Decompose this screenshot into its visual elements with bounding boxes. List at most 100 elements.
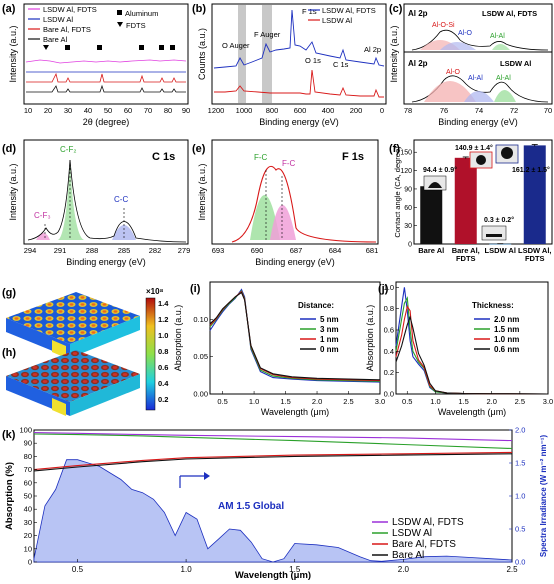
svg-text:291: 291 bbox=[54, 246, 67, 255]
axes-frame-j bbox=[395, 281, 549, 395]
f-ytick-0: 0 bbox=[408, 242, 412, 249]
colorbar-gradient bbox=[145, 297, 156, 411]
k-series-3 bbox=[33, 453, 513, 472]
xrd-curve-bare bbox=[26, 84, 186, 93]
panel-j: (j) 0.0 0.2 0.4 0.6 0.8 1.0 0.5 1.0 1.5 2.0 2.5 3.… bbox=[365, 281, 553, 417]
j-xtick-5: 3.0 bbox=[543, 397, 553, 406]
j-series-1 bbox=[395, 296, 549, 395]
ylabel-a: Intensity (a.u.) bbox=[8, 25, 18, 82]
f-value-1: 140.9 ± 1.4° bbox=[455, 144, 493, 152]
i-series-3 bbox=[209, 291, 381, 381]
i-series bbox=[209, 288, 381, 383]
i-series-1 bbox=[209, 290, 381, 382]
axes-frame-e bbox=[211, 139, 379, 245]
legend-a-2: Bare Al, FDTS bbox=[43, 25, 91, 34]
colorbar-exponent: ×10⁸ bbox=[146, 287, 164, 296]
i-series-2 bbox=[209, 290, 381, 382]
k-legend-3: Bare Al bbox=[392, 550, 424, 561]
panel-label-j: (j) bbox=[378, 283, 389, 295]
svg-text:600: 600 bbox=[294, 106, 307, 115]
c-bottom-label-alal-1: Al-Al bbox=[468, 75, 483, 82]
g-top-surface bbox=[6, 292, 140, 344]
xticks-c: 78 76 74 72 70 bbox=[404, 106, 552, 115]
xlabel-b: Binding energy (eV) bbox=[259, 117, 339, 127]
panel-label-f: (f) bbox=[389, 143, 400, 155]
xrd-peak-markers bbox=[43, 45, 175, 50]
k-y2tick-2: 1.0 bbox=[515, 492, 525, 501]
svg-text:681: 681 bbox=[366, 246, 379, 255]
am15-label: AM 1.5 Global bbox=[218, 501, 284, 512]
xlabel-c: Binding energy (eV) bbox=[438, 117, 518, 127]
svg-text:0.6: 0.6 bbox=[158, 363, 168, 372]
k-ytick-5: 50 bbox=[24, 492, 32, 501]
f-ytick-4: 120 bbox=[400, 168, 412, 175]
c-bottom-peak-alal bbox=[494, 90, 516, 102]
j-xtick-0: 0.5 bbox=[402, 397, 412, 406]
annot-al2p: Al 2p bbox=[364, 45, 381, 54]
colorbar-ticks: 1.4 1.2 1.0 0.8 0.6 0.4 0.2 bbox=[158, 299, 169, 404]
panel-label-g: (g) bbox=[2, 287, 16, 299]
i-xtick-4: 2.5 bbox=[343, 397, 353, 406]
panel-a: (a) LSDW Al, FDTS LSDW Al Bare Al, FDTS … bbox=[2, 3, 190, 127]
xticks-d: 294 291 288 285 282 279 bbox=[24, 246, 191, 255]
svg-text:279: 279 bbox=[178, 246, 191, 255]
k-xtick-0: 0.5 bbox=[72, 565, 84, 574]
j-xtick-1: 1.0 bbox=[430, 397, 440, 406]
d-envelope bbox=[27, 159, 187, 243]
annot-f1s: F 1s bbox=[302, 7, 317, 16]
svg-text:288: 288 bbox=[86, 246, 99, 255]
y2label-k: Spectra Irradiance (W m⁻² nm⁻¹) bbox=[539, 435, 548, 558]
svg-text:74: 74 bbox=[475, 106, 483, 115]
k-xtick-3: 2.0 bbox=[398, 565, 410, 574]
c-top-label-alal: Al-Al bbox=[490, 33, 505, 40]
j-xtick-4: 2.5 bbox=[515, 397, 525, 406]
d-title: C 1s bbox=[152, 151, 175, 163]
f-xcat-1-0: Bare Al, bbox=[452, 246, 480, 255]
annot-c1s: C 1s bbox=[333, 60, 349, 69]
annot-o1s: O 1s bbox=[305, 56, 321, 65]
j-ytick-4: 0.8 bbox=[384, 304, 394, 313]
legend-a-1: LSDW Al bbox=[43, 15, 73, 24]
k-legend-0: LSDW Al, FDTS bbox=[392, 517, 464, 528]
j-legend-title: Thickness: bbox=[472, 301, 514, 310]
f-ytick-1: 30 bbox=[404, 223, 412, 230]
f-xcat-0-0: Bare Al bbox=[418, 246, 444, 255]
ylabel-c: Intensity (a.u.) bbox=[389, 25, 399, 82]
k-ytick-10: 100 bbox=[19, 426, 32, 435]
k-ytick-6: 60 bbox=[24, 478, 32, 487]
legend-a-3: Bare Al bbox=[43, 35, 68, 44]
panel-label-d: (d) bbox=[2, 143, 16, 155]
h-right-face bbox=[70, 374, 140, 416]
i-xtick-0: 0.5 bbox=[217, 397, 227, 406]
c-top-sample: LSDW Al, FDTS bbox=[482, 9, 537, 18]
j-xtick-2: 1.5 bbox=[458, 397, 468, 406]
svg-text:400: 400 bbox=[322, 106, 335, 115]
svg-text:70: 70 bbox=[544, 106, 552, 115]
c-top-peak-alal bbox=[492, 44, 510, 50]
e-label-fc-2: F-C bbox=[282, 159, 296, 168]
xlabel-d: Binding energy (eV) bbox=[66, 257, 146, 267]
c-bottom-label-alo: Al-O bbox=[446, 69, 461, 76]
d-label-cf2: C-F₂ bbox=[60, 145, 76, 154]
e-label-fc-1: F-C bbox=[254, 153, 268, 162]
svg-text:20: 20 bbox=[44, 106, 52, 115]
c-bottom-label-alal-2: Al-Al bbox=[496, 75, 511, 82]
c-bottom-peak-alal-oxide bbox=[464, 91, 494, 102]
c-bottom-sample: LSDW Al bbox=[500, 59, 531, 68]
j-ytick-3: 0.6 bbox=[384, 326, 394, 335]
axes-frame-c-bottom bbox=[403, 51, 553, 105]
panel-e: (e) F 1s F-C F-C 693 690 687 684 681 Bin… bbox=[192, 139, 379, 267]
svg-text:1000: 1000 bbox=[236, 106, 253, 115]
bar-0 bbox=[420, 186, 443, 244]
e-envelope bbox=[231, 165, 377, 243]
i-ytick-0: 0.00 bbox=[193, 390, 208, 399]
k-series-1 bbox=[33, 433, 513, 450]
svg-text:76: 76 bbox=[440, 106, 448, 115]
ylabel-k: Absorption (%) bbox=[4, 462, 15, 530]
svg-text:690: 690 bbox=[251, 246, 264, 255]
xlabel-j: Wavelength (μm) bbox=[438, 407, 506, 417]
colorbar: ×10⁸ 1.4 1.2 1.0 0.8 0.6 0.4 0.2 bbox=[145, 287, 169, 411]
j-series-2 bbox=[395, 305, 549, 395]
